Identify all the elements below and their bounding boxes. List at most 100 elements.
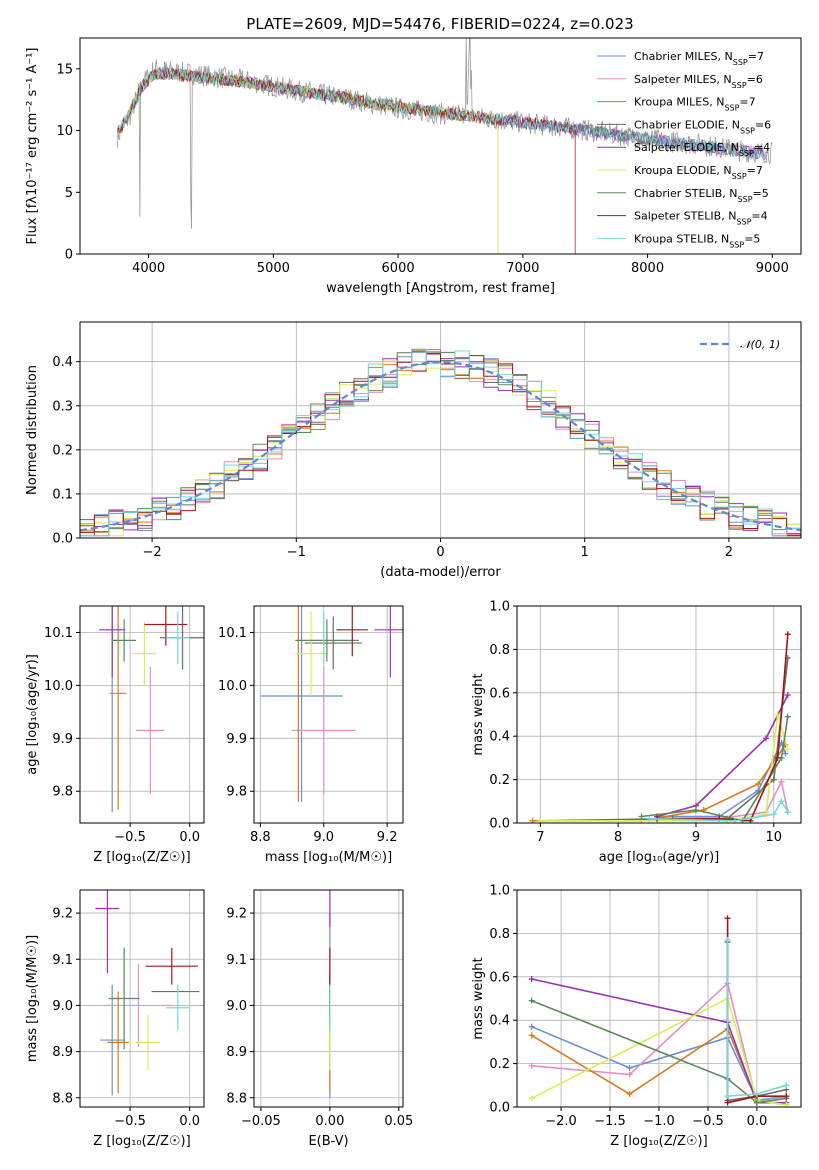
plot-area-age-vs-z bbox=[80, 606, 204, 823]
panels: 4000 5000 6000 7000 8000 9000051015wavelength… bbox=[25, 37, 802, 1149]
y-tick-label: 9.2 bbox=[226, 907, 247, 922]
legend-label: Kroupa ELODIE, NSSP=7 bbox=[634, 164, 763, 181]
x-tick-label: 7 bbox=[536, 830, 544, 845]
plot-area-age-vs-mass bbox=[254, 606, 403, 823]
legend: Chabrier MILES, NSSP=7 Salpeter MILES, NS… bbox=[597, 50, 771, 249]
axes-frame bbox=[79, 37, 802, 255]
y-tick-label: 0.1 bbox=[52, 487, 73, 502]
weight-marker bbox=[724, 936, 731, 943]
model-spectrum-line bbox=[117, 67, 761, 159]
y-tick-label: 10.1 bbox=[44, 626, 73, 641]
y-tick-label: 0.4 bbox=[489, 1014, 510, 1029]
y-tick-label: 0.2 bbox=[489, 1057, 510, 1072]
weight-marker bbox=[784, 631, 791, 638]
legend-label: Salpeter ELODIE, NSSP=4 bbox=[634, 141, 770, 158]
normal-distribution-curve bbox=[80, 360, 801, 532]
panel-spectrum: 4000 5000 6000 7000 8000 9000 0 5 10 15 wavelength… bbox=[25, 37, 802, 296]
weight-marker bbox=[774, 711, 781, 718]
x-tick-label: −2.0 bbox=[545, 1114, 577, 1129]
model-spectrum-line bbox=[117, 68, 767, 161]
weight-marker bbox=[646, 815, 653, 822]
weight-line bbox=[540, 714, 789, 822]
x-tick-label: 9 bbox=[692, 830, 700, 845]
y-axis-label: mass [log₁₀(M/M☉)] bbox=[25, 935, 40, 1062]
x-tick-label: 7000 bbox=[506, 261, 539, 276]
x-tick-label: −0.05 bbox=[241, 1114, 281, 1129]
y-tick-label: 0.4 bbox=[52, 355, 73, 370]
legend-label: Salpeter STELIB, NSSP=4 bbox=[634, 210, 768, 227]
y-tick-label: 0.8 bbox=[489, 643, 510, 658]
y-tick-label: 5 bbox=[65, 186, 73, 201]
residual-histogram bbox=[80, 349, 801, 537]
x-axis-label: Z [log₁₀(Z/Z☉)] bbox=[93, 1134, 190, 1149]
legend-label: Chabrier ELODIE, NSSP=6 bbox=[634, 118, 771, 135]
weight-marker bbox=[724, 915, 731, 922]
axes-frame bbox=[79, 605, 205, 824]
axes-frame bbox=[516, 605, 802, 824]
weight-line bbox=[726, 939, 787, 1098]
legend-label: Kroupa STELIB, NSSP=5 bbox=[634, 232, 760, 249]
weight-line bbox=[531, 999, 787, 1104]
x-tick-label: 1 bbox=[581, 545, 589, 560]
weight-marker bbox=[778, 778, 785, 785]
figure-title: PLATE=2609, MJD=54476, FIBERID=0224, z=0… bbox=[246, 15, 633, 33]
x-tick-label: 2 bbox=[725, 545, 733, 560]
x-tick-label: −1.5 bbox=[594, 1114, 626, 1129]
axes-frame bbox=[516, 889, 802, 1108]
model-spectrum-line bbox=[117, 69, 499, 254]
weight-marker bbox=[528, 1095, 535, 1102]
weight-marker bbox=[753, 1090, 760, 1097]
weight-marker bbox=[762, 735, 769, 742]
x-tick-label: 0.0 bbox=[747, 1114, 768, 1129]
x-tick-label: 0 bbox=[436, 545, 444, 560]
x-axis-label: E(B-V) bbox=[308, 1134, 348, 1149]
plot-area-spectrum bbox=[117, 38, 773, 254]
axes-frame bbox=[253, 605, 404, 824]
y-tick-label: 9.2 bbox=[52, 907, 73, 922]
y-tick-label: 0.6 bbox=[489, 970, 510, 985]
legend-label: Chabrier STELIB, NSSP=5 bbox=[634, 187, 769, 204]
x-tick-label: 0.0 bbox=[179, 830, 200, 845]
weight-marker bbox=[784, 809, 791, 816]
y-tick-label: 0.2 bbox=[52, 443, 73, 458]
weight-marker bbox=[778, 798, 785, 805]
y-tick-label: 0.0 bbox=[489, 817, 510, 832]
y-tick-label: 0.4 bbox=[489, 730, 510, 745]
x-tick-label: −0.5 bbox=[114, 1114, 146, 1129]
panel-age-vs-mass: 8.8 9.0 9.2 9.8 9.9 10.0 10.1 mass [log₁₀(M/M☉)… bbox=[218, 605, 404, 865]
y-tick-label: 9.1 bbox=[226, 953, 247, 968]
weight-marker bbox=[784, 746, 791, 753]
panel-age-vs-z: −0.5 0.0 9.8 9.9 10.0 10.1 Z [log₁₀(Z/Z☉)] age … bbox=[25, 605, 205, 865]
y-tick-label: 10.1 bbox=[218, 626, 247, 641]
y-tick-label: 9.8 bbox=[226, 785, 247, 800]
weight-marker bbox=[770, 811, 777, 818]
plot-area-residuals bbox=[80, 322, 801, 538]
x-tick-label: −1 bbox=[287, 545, 306, 560]
axes-frame bbox=[253, 889, 404, 1108]
y-tick-label: 0.2 bbox=[489, 773, 510, 788]
y-tick-label: 8.8 bbox=[52, 1091, 73, 1106]
y-tick-label: 9.9 bbox=[52, 732, 73, 747]
weight-line bbox=[531, 997, 787, 1106]
weight-marker bbox=[774, 754, 781, 761]
y-tick-label: 8.9 bbox=[226, 1045, 247, 1060]
plot-area-mass-vs-ebv bbox=[254, 890, 403, 1107]
y-axis-label: Normed distribution bbox=[25, 365, 40, 495]
y-tick-label: 10.0 bbox=[44, 679, 73, 694]
weight-marker bbox=[784, 713, 791, 720]
weight-marker bbox=[528, 1032, 535, 1039]
x-tick-label: 8 bbox=[614, 830, 622, 845]
y-tick-label: 0.3 bbox=[52, 399, 73, 414]
x-tick-label: 9000 bbox=[756, 261, 789, 276]
y-tick-label: 9.0 bbox=[226, 999, 247, 1014]
x-tick-label: 5000 bbox=[257, 261, 290, 276]
y-axis-label: age [log₁₀(age/yr)] bbox=[25, 654, 40, 775]
legend-label: Salpeter MILES, NSSP=6 bbox=[634, 73, 763, 90]
weight-marker bbox=[783, 1082, 790, 1089]
y-tick-label: 0.6 bbox=[489, 686, 510, 701]
residual-histogram bbox=[80, 349, 801, 537]
weight-marker bbox=[755, 780, 762, 787]
legend-label: 𝒩(0, 1) bbox=[740, 338, 780, 351]
y-axis-label: mass weight bbox=[471, 957, 486, 1039]
